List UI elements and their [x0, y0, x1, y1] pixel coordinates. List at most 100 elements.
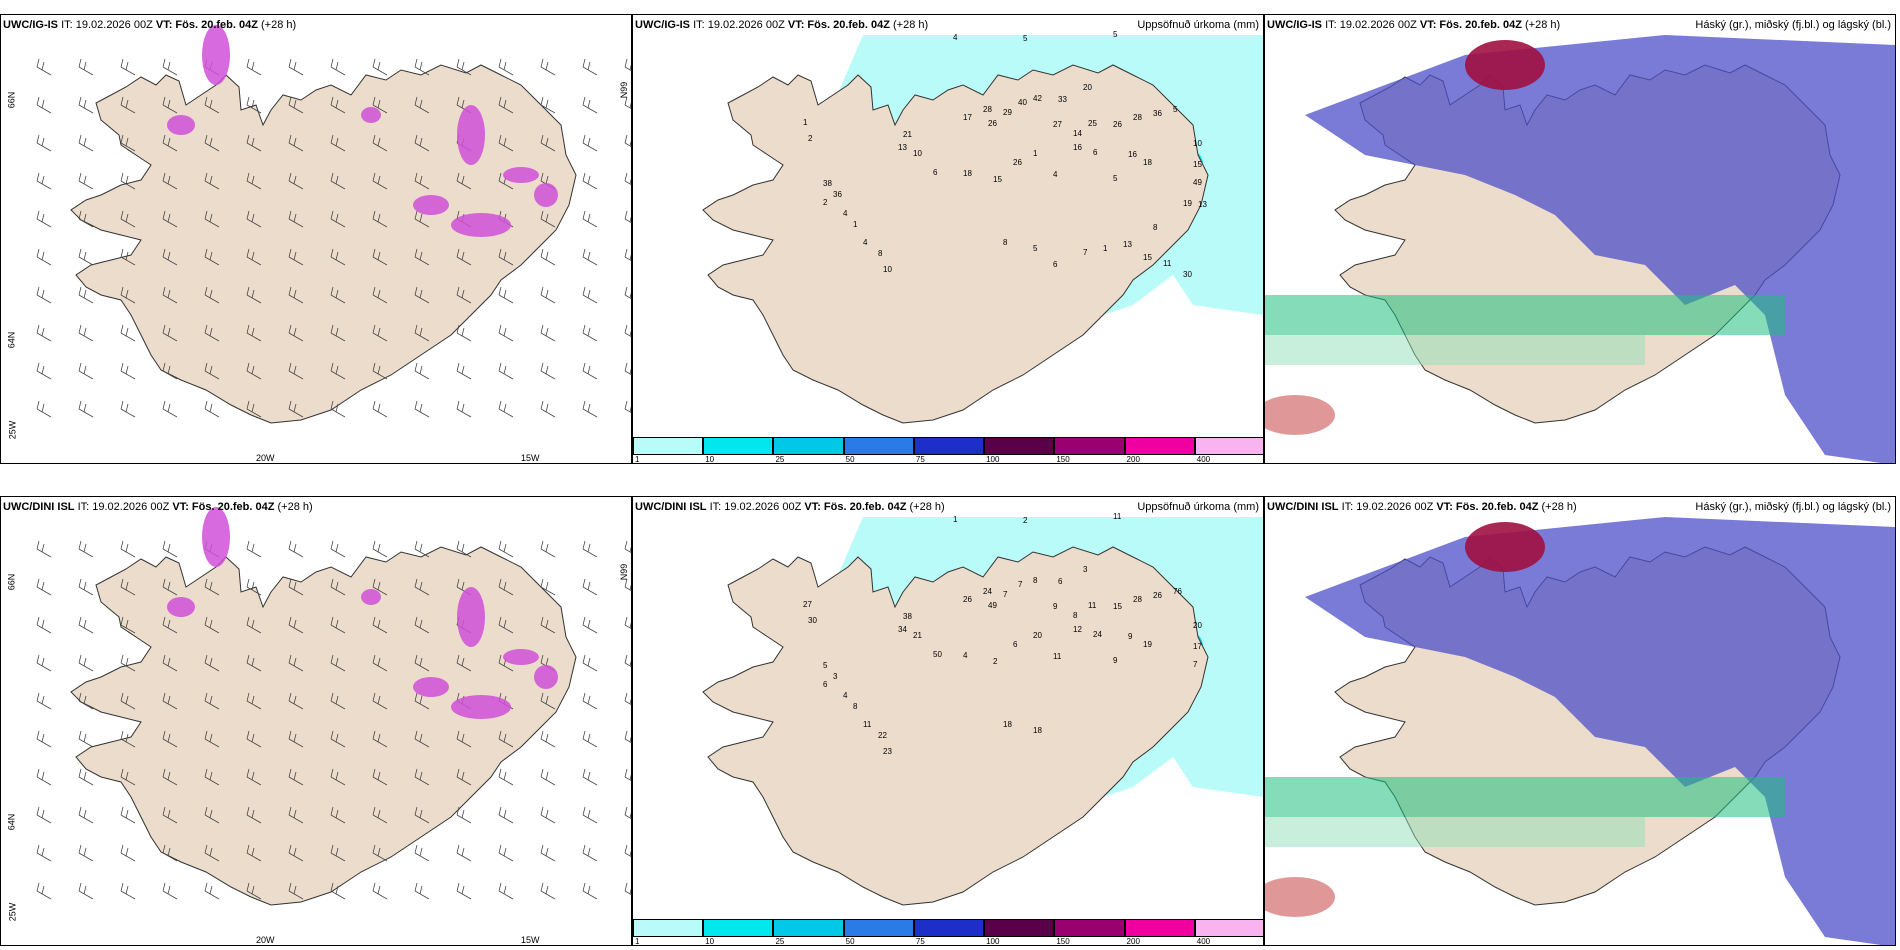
precip-value: 2: [808, 134, 813, 143]
colorbar-tick: 1: [635, 937, 640, 946]
wind-barb: [120, 400, 136, 418]
wind-barb: [582, 768, 598, 786]
wind-barb: [330, 286, 346, 304]
wind-barb: [498, 616, 514, 634]
cloud-title: Háský (gr.), miðský (fj.bl.) og lágský (…: [1695, 501, 1891, 513]
wind-barb: [120, 654, 136, 672]
wind-barb: [246, 400, 262, 418]
wind-barb: [372, 362, 388, 380]
wind-barb: [246, 210, 262, 228]
precip-value: 1: [853, 220, 858, 229]
precip-value: 5: [1033, 244, 1038, 253]
precip-value: 33: [1058, 95, 1067, 104]
wind-barb: [330, 248, 346, 266]
wind-barb: [288, 324, 304, 342]
wind-panel-bottom: UWC/DINI ISL IT: 19.02.2026 00Z VT: Fös.…: [0, 496, 632, 946]
wind-barb: [78, 400, 94, 418]
wind-barb: [246, 768, 262, 786]
wind-barb: [204, 578, 220, 596]
wind-barb: [78, 768, 94, 786]
precip-value: 26: [963, 595, 972, 604]
colorbar-segment: [843, 437, 914, 455]
wind-barb: [204, 172, 220, 190]
wind-barb: [288, 844, 304, 862]
wind-barb: [330, 654, 346, 672]
wind-barb: [582, 324, 598, 342]
wind-barb: [36, 730, 52, 748]
wind-barb: [204, 134, 220, 152]
precip-value: 15: [993, 175, 1002, 184]
wind-barb: [372, 400, 388, 418]
wind-barb: [246, 730, 262, 748]
wind-barb: [288, 540, 304, 558]
wind-barb: [456, 324, 472, 342]
wind-barb: [162, 172, 178, 190]
wind-barb: [246, 248, 262, 266]
wind-barb: [120, 578, 136, 596]
wind-barb: [246, 362, 262, 380]
wind-barb: [204, 96, 220, 114]
wind-barb: [288, 692, 304, 710]
wind-barb: [162, 616, 178, 634]
precip-value: 10: [883, 265, 892, 274]
precip-value: 30: [808, 616, 817, 625]
wind-barb: [540, 730, 556, 748]
iceland-land: [702, 546, 1209, 906]
colorbar-segment: [1124, 919, 1195, 937]
wind-barb: [498, 768, 514, 786]
precip-value: 2: [1023, 516, 1028, 525]
precip-value: 11: [1088, 601, 1097, 610]
precip-value: 26: [988, 119, 997, 128]
wind-barb: [582, 210, 598, 228]
precip-value: 40: [1018, 98, 1027, 107]
wind-barb: [36, 882, 52, 900]
wind-barb: [36, 844, 52, 862]
wind-barb: [540, 806, 556, 824]
wind-barb: [498, 362, 514, 380]
wind-barb: [288, 806, 304, 824]
wind-barb: [498, 882, 514, 900]
precip-value: 6: [1053, 260, 1058, 269]
wind-barb: [582, 806, 598, 824]
wind-barb: [204, 844, 220, 862]
wind-barb: [456, 400, 472, 418]
wind-barb: [36, 96, 52, 114]
high-cloud: [1265, 877, 1335, 917]
wind-barb: [414, 616, 430, 634]
colorbar-tick: 200: [1126, 455, 1140, 464]
precip-value: 15: [1193, 160, 1202, 169]
wind-barb: [162, 540, 178, 558]
wind-barb: [246, 324, 262, 342]
precip-value: 17: [1193, 642, 1202, 651]
colorbar-segment: [984, 919, 1055, 937]
wind-barb: [372, 96, 388, 114]
wind-barb: [414, 134, 430, 152]
precip-value: 26: [1113, 120, 1122, 129]
panel-header: UWC/DINI ISL IT: 19.02.2026 00Z VT: Fös.…: [1265, 497, 1895, 517]
colorbar-tick: 10: [705, 937, 715, 946]
wind-barb: [36, 286, 52, 304]
wind-barb: [288, 768, 304, 786]
precip-title: Uppsöfnuð úrkoma (mm): [1137, 19, 1259, 31]
wind-barb: [36, 134, 52, 152]
precip-value: 20: [1193, 621, 1202, 630]
wind-barb: [582, 730, 598, 748]
colorbar-tick: 100: [986, 455, 1000, 464]
wind-barb: [624, 210, 631, 223]
wind-barb: [246, 134, 262, 152]
wind-barb: [78, 730, 94, 748]
precip-value: 8: [1073, 611, 1078, 620]
colorbar-tick: 1: [635, 455, 640, 464]
wind-barb: [414, 540, 430, 558]
wind-barb: [582, 362, 598, 380]
wind-barb: [582, 134, 598, 152]
colorbar-segment: [984, 437, 1055, 455]
wind-barb: [540, 882, 556, 900]
wind-barb: [36, 768, 52, 786]
precip-value: 3: [833, 672, 838, 681]
precip-blob: [413, 677, 449, 697]
colorbar-tick: 75: [915, 937, 925, 946]
precip-value: 36: [1153, 109, 1162, 118]
lon-label: 20W: [256, 453, 275, 463]
wind-barb: [288, 362, 304, 380]
